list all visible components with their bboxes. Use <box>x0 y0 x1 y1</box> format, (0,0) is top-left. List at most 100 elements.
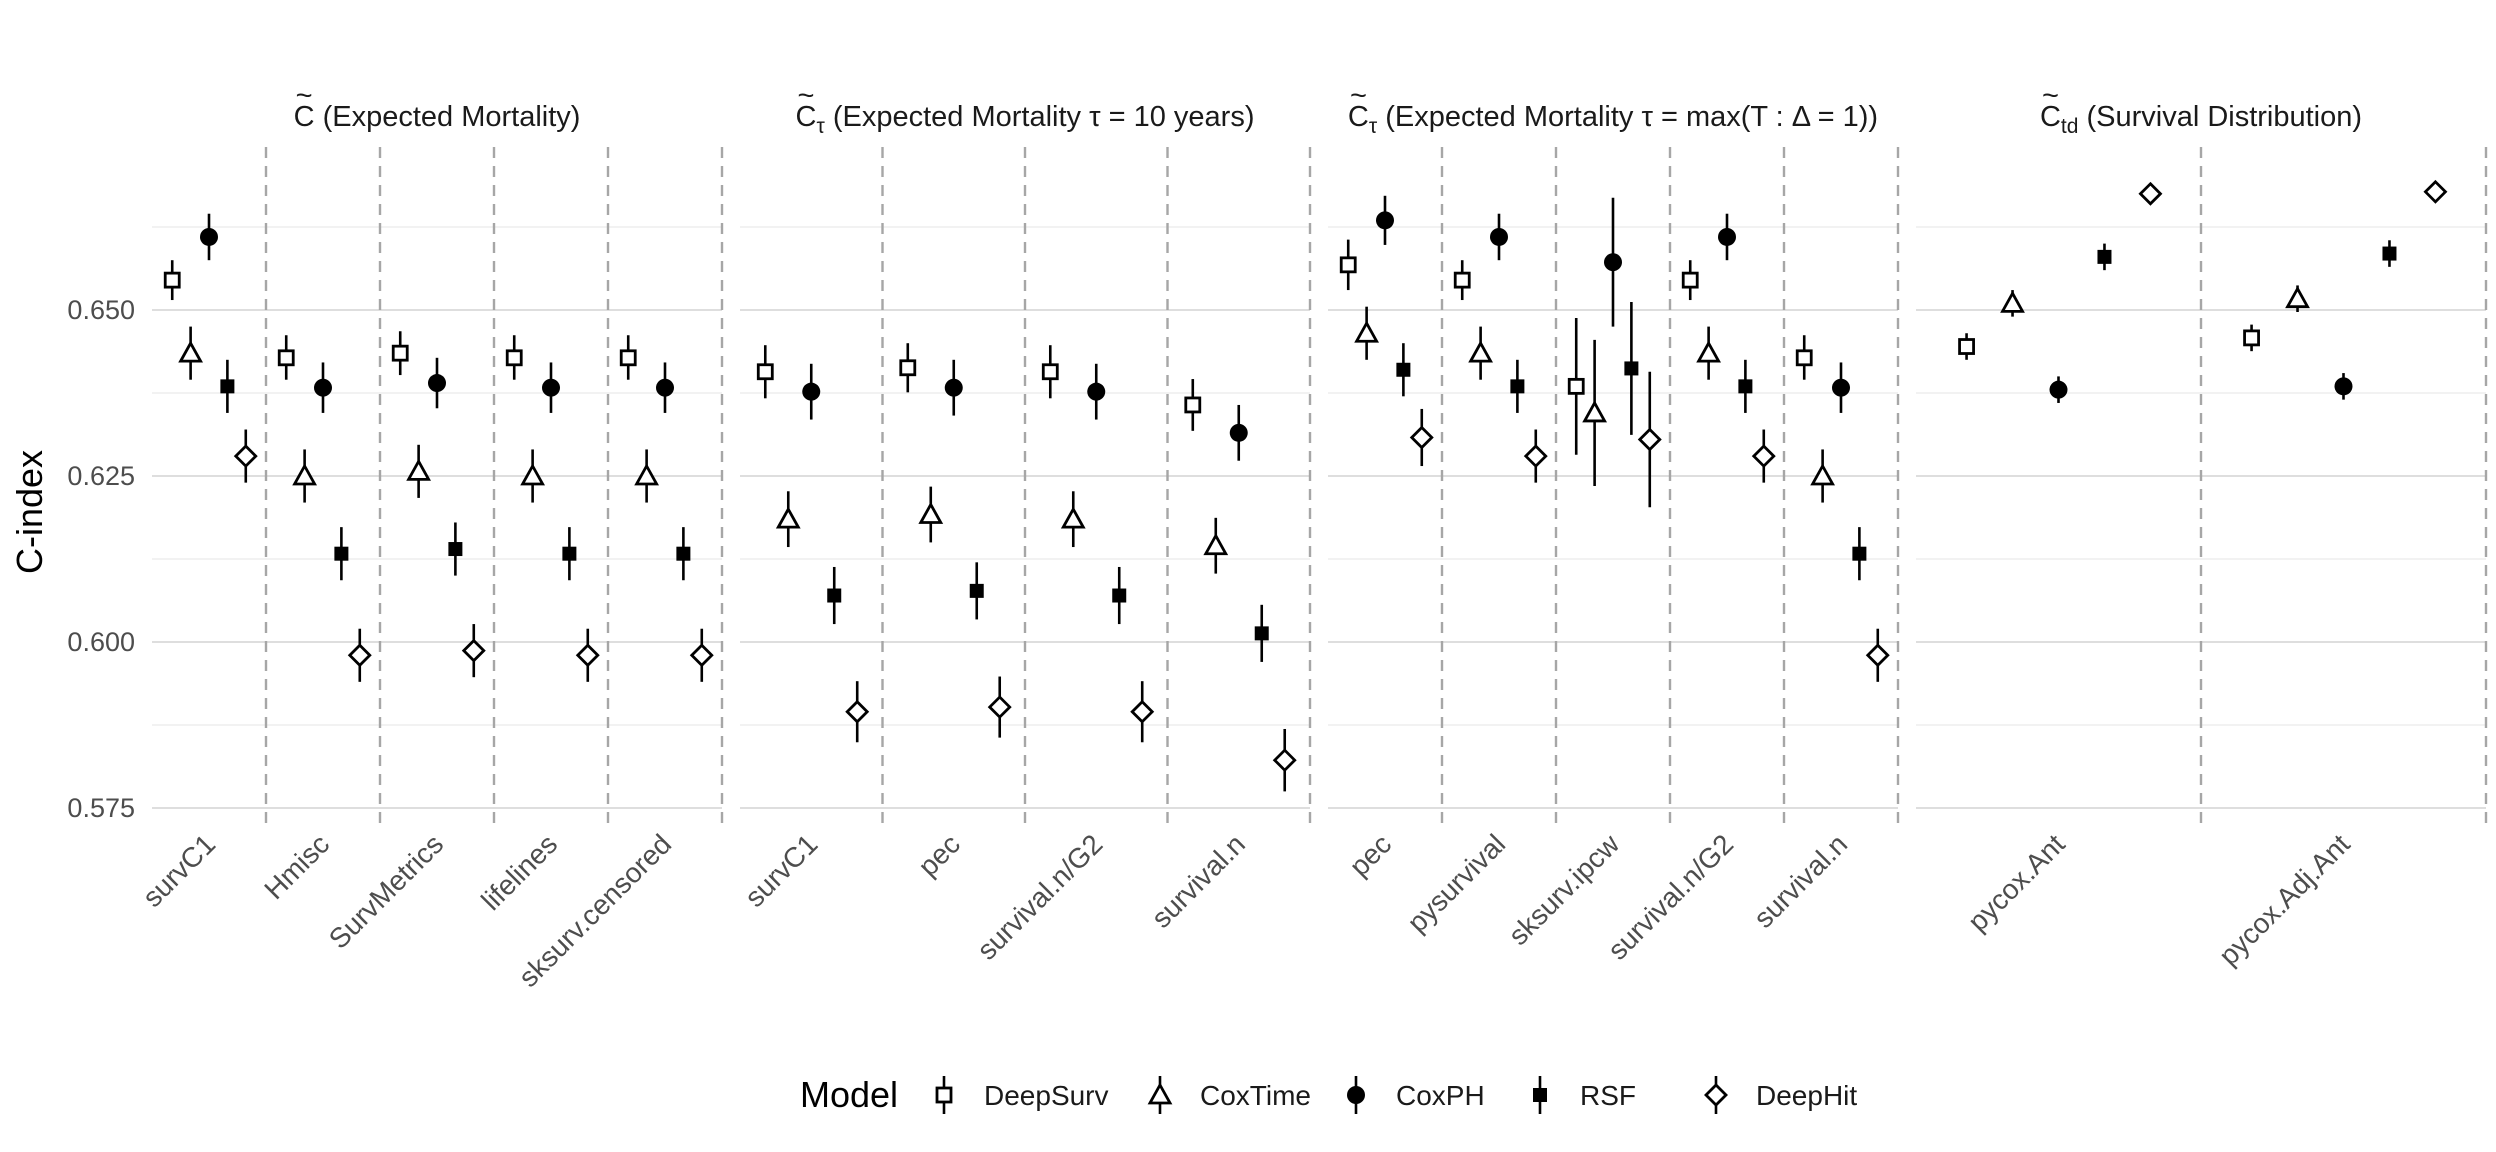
marker-deephit <box>2138 181 2163 206</box>
marker-rsf <box>1510 379 1525 394</box>
x-tick-label-pec: pec <box>1343 828 1397 882</box>
point-deephit <box>233 429 258 483</box>
legend-label-deepsurv: DeepSurv <box>984 1080 1109 1111</box>
x-tick-label-survival-n-g2: survival.n/G2 <box>971 828 1108 965</box>
tilde-accent: ~ <box>2042 80 2059 112</box>
marker-deepsurv <box>1567 377 1585 395</box>
point-coxtime <box>918 486 944 543</box>
facet-title-main: C <box>2040 101 2061 133</box>
legend-item-coxph: CoxPH <box>1347 1076 1485 1114</box>
point-coxtime <box>292 449 317 503</box>
legend-item-deepsurv: DeepSurv <box>935 1076 1109 1114</box>
marker-coxtime <box>1468 340 1493 363</box>
legend-title: Model <box>800 1074 898 1115</box>
marker-deephit <box>1272 748 1297 773</box>
point-coxph <box>1376 195 1394 245</box>
point-coxph <box>802 363 821 420</box>
marker-coxtime <box>634 463 659 486</box>
point-coxph <box>428 357 446 409</box>
marker-coxph <box>2049 380 2068 399</box>
point-deephit <box>1272 728 1297 792</box>
marker-rsf <box>1624 361 1639 376</box>
point-deepsurv <box>899 343 917 393</box>
point-deephit <box>2423 179 2448 204</box>
legend-key-deephit <box>1704 1083 1728 1107</box>
point-rsf <box>827 566 842 625</box>
point-rsf <box>448 522 463 576</box>
facet-title-subscript: τ <box>1369 115 1378 138</box>
marker-deephit <box>1751 444 1776 469</box>
point-rsf <box>1396 343 1411 397</box>
legend-item-coxtime: CoxTime <box>1147 1076 1311 1114</box>
point-coxtime <box>775 491 801 548</box>
legend-key-coxph <box>1347 1086 1365 1104</box>
marker-deephit <box>1130 699 1155 724</box>
marker-rsf <box>1396 362 1411 377</box>
point-coxtime <box>1203 517 1229 574</box>
point-coxph <box>314 362 332 413</box>
marker-deepsurv <box>505 349 523 367</box>
marker-deephit <box>845 699 870 724</box>
marker-rsf <box>1738 379 1753 394</box>
marker-deephit <box>1865 643 1890 668</box>
point-deephit <box>1130 681 1155 743</box>
marker-deephit <box>233 444 258 469</box>
marker-rsf <box>334 546 349 561</box>
marker-coxtime <box>2285 285 2310 309</box>
marker-rsf <box>1852 546 1867 561</box>
marker-coxph <box>542 378 560 397</box>
point-rsf <box>969 562 984 620</box>
legend-key-coxtime <box>1147 1082 1173 1105</box>
facet-titles: C (Expected Mortality) Cτ (Expected Morta… <box>294 80 2362 138</box>
x-tick-label-pycox-ant: pycox.Ant <box>1962 828 2071 937</box>
point-deephit <box>1865 628 1890 682</box>
marker-coxtime <box>178 340 203 363</box>
marker-deepsurv <box>277 349 295 367</box>
point-coxph <box>1604 197 1622 327</box>
marker-coxph <box>2334 377 2353 396</box>
point-rsf <box>1738 359 1753 413</box>
point-rsf <box>1112 566 1127 625</box>
point-deephit <box>1637 371 1662 508</box>
marker-deephit <box>1523 444 1548 469</box>
point-deephit <box>689 628 714 682</box>
marker-coxtime <box>1810 463 1835 486</box>
marker-coxph <box>314 378 332 397</box>
x-tick-label-pec: pec <box>912 828 966 882</box>
legend-label-deephit: DeepHit <box>1756 1080 1857 1111</box>
point-rsf <box>676 527 691 581</box>
point-deephit <box>1409 408 1434 467</box>
marker-deepsurv <box>1339 256 1357 274</box>
marker-coxph <box>1376 211 1394 230</box>
point-deephit <box>461 624 486 678</box>
y-tick-label: 0.575 <box>67 793 135 823</box>
facet-title: C (Expected Mortality) <box>294 101 581 133</box>
group-separators <box>264 147 2488 824</box>
marker-coxph <box>428 374 446 393</box>
x-tick-label-pycox-adj-ant: pycox.Adj.Ant <box>2213 828 2356 971</box>
x-tick-label-survc1: survC1 <box>739 828 824 913</box>
point-deepsurv <box>505 335 523 380</box>
marker-coxph <box>944 378 963 397</box>
marker-coxtime <box>1060 506 1086 529</box>
point-coxtime <box>1060 491 1086 548</box>
x-tick-label-pysurvival: pysurvival <box>1401 828 1511 938</box>
point-coxtime <box>1582 339 1607 486</box>
marker-deepsurv <box>2243 329 2260 347</box>
marker-coxtime <box>775 506 801 529</box>
legend-label-coxtime: CoxTime <box>1200 1080 1311 1111</box>
marker-deepsurv <box>1681 271 1699 289</box>
marker-deepsurv <box>1453 271 1471 289</box>
marker-coxph <box>1604 253 1622 272</box>
marker-coxtime <box>1696 340 1721 363</box>
point-deephit <box>575 628 600 682</box>
marker-deepsurv <box>163 271 181 289</box>
marker-coxtime <box>292 463 317 486</box>
marker-rsf <box>969 583 984 598</box>
grid-layer <box>152 226 2486 809</box>
point-rsf <box>1254 604 1269 662</box>
legend-label-coxph: CoxPH <box>1396 1080 1485 1111</box>
point-coxtime <box>1696 326 1721 380</box>
point-deephit <box>845 681 870 743</box>
